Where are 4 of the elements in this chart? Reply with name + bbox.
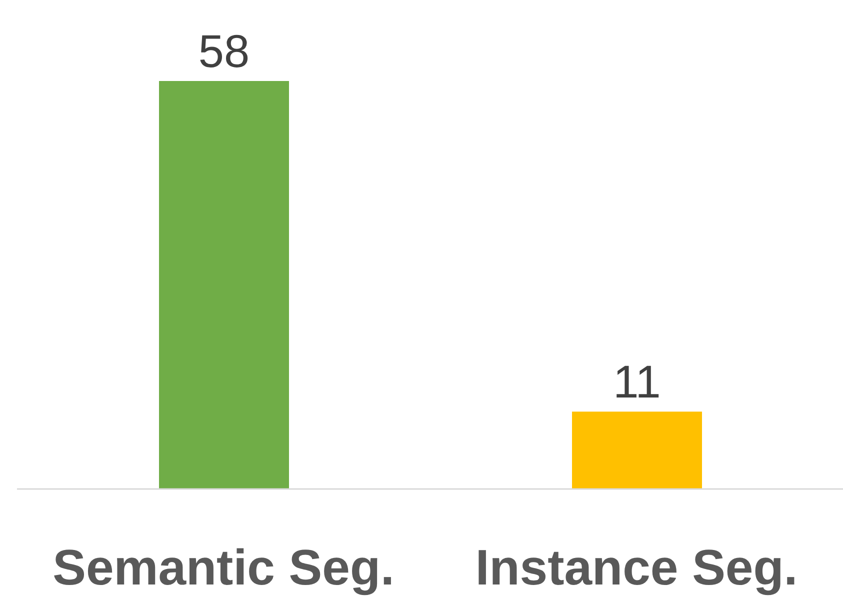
x-tick-label: Instance Seg. — [475, 540, 798, 596]
data-label: 58 — [198, 25, 250, 77]
x-tick-label: Semantic Seg. — [52, 540, 394, 596]
data-label: 11 — [613, 356, 661, 408]
